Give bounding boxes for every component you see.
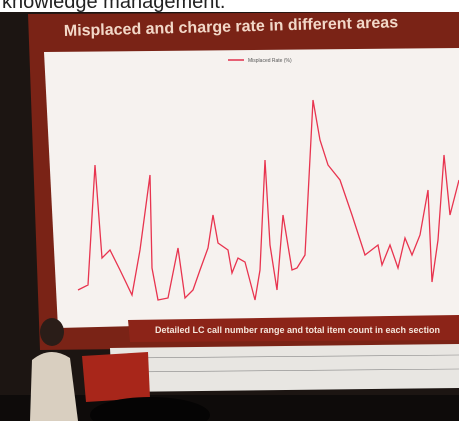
caption: knowledge management. xyxy=(2,0,225,13)
legend-text: Misplaced Rate (%) xyxy=(248,58,292,64)
photo: knowledge management. Misplaced and char… xyxy=(0,0,459,421)
speaker-head xyxy=(40,318,64,346)
banner-text: Detailed LC call number range and total … xyxy=(155,325,440,335)
scene: knowledge management. Misplaced and char… xyxy=(0,0,459,421)
table-strip xyxy=(110,344,459,392)
podium xyxy=(82,352,150,402)
